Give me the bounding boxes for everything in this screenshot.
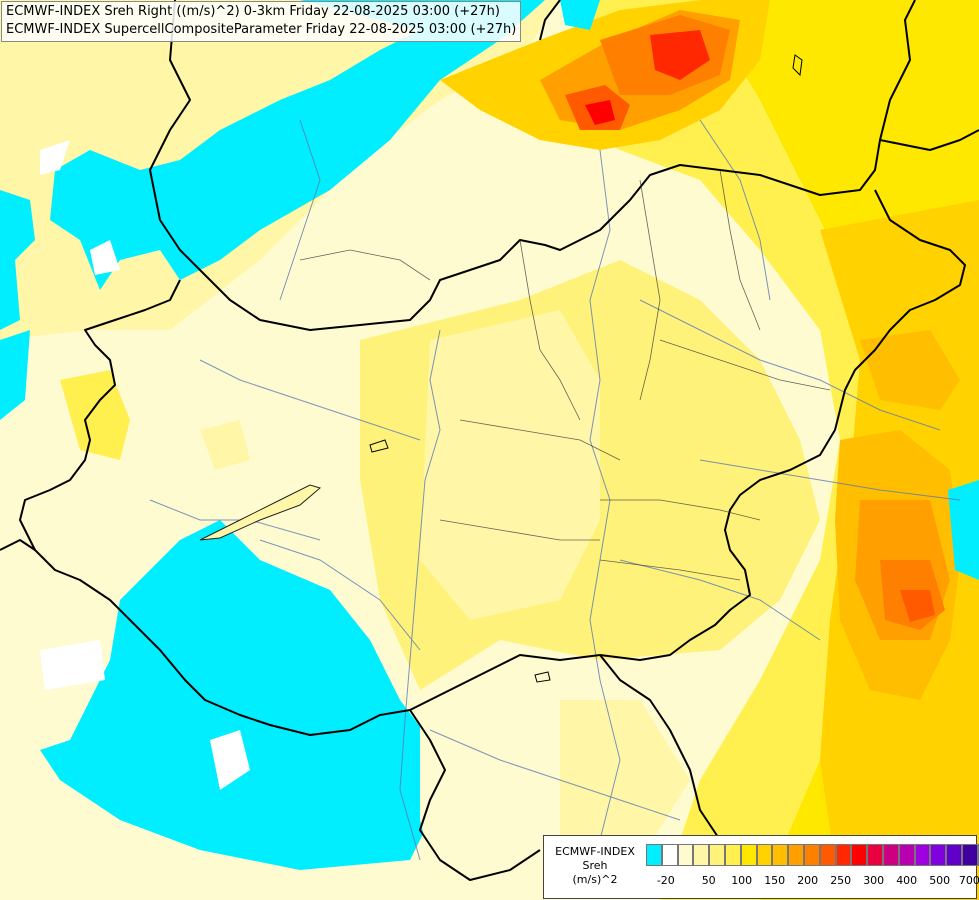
legend-tick-label: 400 bbox=[896, 874, 918, 887]
legend-swatch bbox=[661, 844, 678, 866]
legend-swatch bbox=[693, 844, 710, 866]
legend-tick-label: 200 bbox=[797, 874, 819, 887]
legend-swatch bbox=[788, 844, 804, 866]
legend-swatch bbox=[898, 844, 915, 866]
map-title-box: ECMWF-INDEX Sreh Right ((m/s)^2) 0-3km F… bbox=[1, 1, 522, 42]
legend-swatch bbox=[914, 844, 931, 866]
legend-swatch bbox=[724, 844, 741, 866]
legend-swatch bbox=[772, 844, 789, 866]
legend-swatch bbox=[946, 844, 962, 866]
color-legend: ECMWF-INDEX Sreh (m/s)^2 -20 50 100 150 200 2… bbox=[543, 835, 979, 899]
legend-tick-label: 250 bbox=[830, 874, 852, 887]
legend-tick-label: 100 bbox=[731, 874, 753, 887]
legend-swatch bbox=[646, 844, 662, 866]
legend-swatch bbox=[677, 844, 694, 866]
lake-outline bbox=[199, 484, 322, 541]
legend-swatch bbox=[803, 844, 820, 866]
legend-tick-label: 50 bbox=[701, 874, 716, 887]
legend-tick-label: 500 bbox=[929, 874, 951, 887]
legend-tick-label: -20 bbox=[656, 874, 675, 887]
legend-label-line-2: Sreh bbox=[582, 859, 608, 872]
legend-label-line-1: ECMWF-INDEX bbox=[555, 845, 635, 858]
title-line-1: ECMWF-INDEX Sreh Right ((m/s)^2) 0-3km F… bbox=[6, 4, 500, 19]
legend-swatch bbox=[961, 844, 978, 866]
title-line-2: ECMWF-INDEX SupercellCompositeParameter … bbox=[6, 22, 517, 37]
legend-swatch bbox=[756, 844, 773, 866]
legend-label: ECMWF-INDEX Sreh (m/s)^2 bbox=[548, 845, 642, 887]
border-east bbox=[599, 189, 966, 661]
cyan-region-northwest bbox=[40, 0, 545, 290]
legend-label-line-3: (m/s)^2 bbox=[572, 873, 618, 886]
legend-tick-label: 300 bbox=[863, 874, 885, 887]
legend-swatch bbox=[740, 844, 757, 866]
legend-swatch bbox=[977, 844, 979, 866]
red-hotspot-north bbox=[650, 30, 710, 80]
legend-swatches bbox=[646, 844, 979, 866]
legend-swatch bbox=[882, 844, 899, 866]
legend-swatch bbox=[930, 844, 947, 866]
legend-swatch bbox=[819, 844, 836, 866]
legend-swatch bbox=[867, 844, 883, 866]
legend-ticks: -20 50 100 150 200 250 300 400 500 700 bbox=[646, 874, 979, 890]
border-south bbox=[19, 279, 601, 736]
cyan-region-southwest bbox=[40, 520, 440, 870]
legend-swatch bbox=[851, 844, 868, 866]
legend-swatch bbox=[709, 844, 725, 866]
legend-swatch bbox=[835, 844, 852, 866]
legend-tick-label: 700 bbox=[958, 874, 979, 887]
legend-tick-label: 150 bbox=[764, 874, 786, 887]
